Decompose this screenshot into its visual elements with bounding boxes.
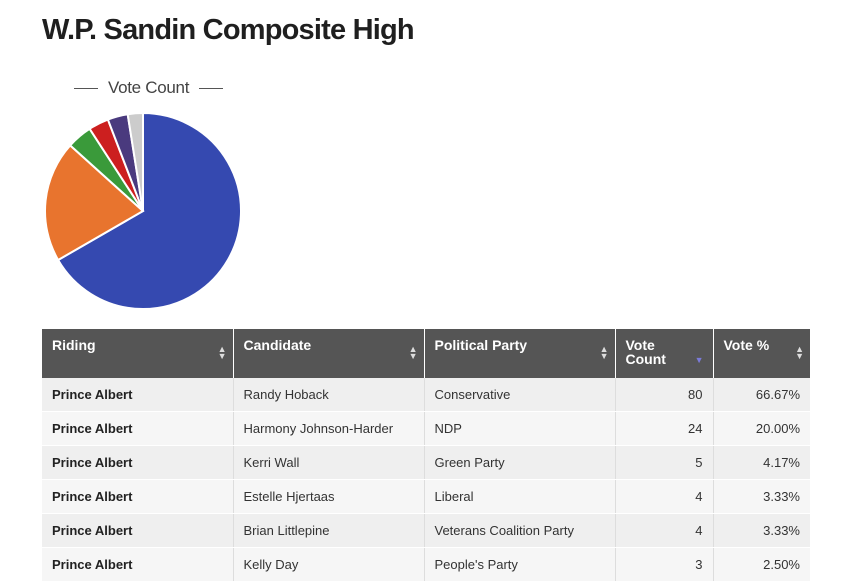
vote-percent-cell: 66.67%	[713, 378, 810, 412]
column-header-political-party[interactable]: Political Party ▲ ▼	[424, 329, 616, 378]
party-cell: Conservative	[424, 378, 616, 412]
riding-cell: Prince Albert	[42, 547, 234, 582]
table-row: Prince Albert Brian Littlepine Veterans Co…	[42, 513, 810, 548]
vote-count-cell: 4	[615, 479, 714, 514]
candidate-cell: Harmony Johnson-Harder	[233, 411, 425, 446]
party-cell: Green Party	[424, 445, 616, 480]
column-header-vote-count[interactable]: Vote Count ▼	[615, 329, 714, 378]
vote-percent-cell: 4.17%	[713, 445, 810, 480]
candidate-cell: Kelly Day	[233, 547, 425, 582]
pie-slice-conservative[interactable]	[56, 111, 242, 310]
column-header-label: Riding	[52, 337, 96, 353]
pie-slice-ndp[interactable]	[44, 144, 145, 262]
page-title: W.P. Sandin Composite High	[42, 14, 415, 46]
results-table: Riding ▲ ▼ Candidate ▲ ▼ Political Party ▲ ▼ Vote…	[42, 329, 810, 582]
vote-percent-cell: 3.33%	[713, 513, 810, 548]
candidate-cell: Kerri Wall	[233, 445, 425, 480]
riding-cell: Prince Albert	[42, 479, 234, 514]
sort-descending-icon[interactable]: ▼	[694, 355, 704, 365]
column-header-vote-[interactable]: Vote % ▲ ▼	[713, 329, 810, 378]
candidate-cell: Estelle Hjertaas	[233, 479, 425, 514]
table-row: Prince Albert Kelly Day People's Party 3 2.5…	[42, 547, 810, 582]
sort-both-icon[interactable]: ▲ ▼	[599, 344, 609, 361]
column-header-label: Political Party	[434, 337, 528, 353]
chart-title-rule-left	[74, 87, 98, 89]
table-row: Prince Albert Kerri Wall Green Party 5 4.17%	[42, 445, 810, 480]
party-cell: People's Party	[424, 547, 616, 582]
table-row: Prince Albert Estelle Hjertaas Liberal 4 3.3…	[42, 479, 810, 514]
table-body: Prince Albert Randy Hoback Conservative 80 6…	[42, 378, 810, 582]
riding-cell: Prince Albert	[42, 513, 234, 548]
candidate-cell: Brian Littlepine	[233, 513, 425, 548]
sort-both-icon[interactable]: ▲ ▼	[795, 344, 804, 361]
sort-both-icon[interactable]: ▲ ▼	[408, 344, 418, 361]
chart-title: Vote Count	[108, 78, 190, 97]
party-cell: NDP	[424, 411, 616, 446]
vote-count-cell: 4	[615, 513, 714, 548]
vote-count-cell: 80	[615, 378, 714, 412]
column-header-candidate[interactable]: Candidate ▲ ▼	[233, 329, 425, 378]
chart-title-rule-right	[199, 87, 224, 89]
chart-title-group: Vote Count	[74, 78, 224, 98]
vote-count-cell: 3	[615, 547, 714, 582]
pie-chart	[44, 111, 242, 310]
column-header-riding[interactable]: Riding ▲ ▼	[42, 329, 234, 378]
vote-percent-cell: 2.50%	[713, 547, 810, 582]
party-cell: Veterans Coalition Party	[424, 513, 616, 548]
column-header-label: Candidate	[243, 337, 312, 353]
party-cell: Liberal	[424, 479, 616, 514]
sort-both-icon[interactable]: ▲ ▼	[217, 344, 227, 361]
vote-percent-cell: 3.33%	[713, 479, 810, 514]
candidate-cell: Randy Hoback	[233, 378, 425, 412]
riding-cell: Prince Albert	[42, 378, 234, 412]
riding-cell: Prince Albert	[42, 445, 234, 480]
riding-cell: Prince Albert	[42, 411, 234, 446]
table-row: Prince Albert Randy Hoback Conservative 80 6…	[42, 378, 810, 412]
table-header-row: Riding ▲ ▼ Candidate ▲ ▼ Political Party ▲ ▼ Vote…	[42, 329, 810, 378]
column-header-label: Vote Count	[625, 337, 666, 367]
table-row: Prince Albert Harmony Johnson-Harder NDP 24…	[42, 411, 810, 446]
vote-count-cell: 24	[615, 411, 714, 446]
vote-percent-cell: 20.00%	[713, 411, 810, 446]
column-header-label: Vote %	[723, 337, 770, 353]
pie-slice-people-s-party[interactable]	[126, 111, 144, 212]
vote-count-cell: 5	[615, 445, 714, 480]
